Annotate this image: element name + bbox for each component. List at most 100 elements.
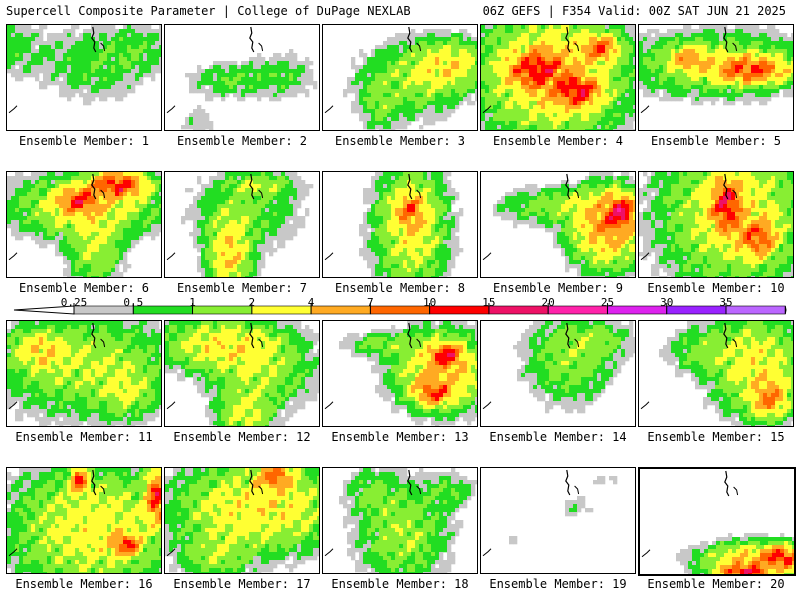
coastline-outline xyxy=(324,548,334,557)
lake-huron-outline xyxy=(416,485,422,495)
lake-michigan-outline xyxy=(407,469,413,496)
ensemble-map-16 xyxy=(6,467,162,574)
coastline-outline xyxy=(482,548,492,557)
ensemble-member-label: Ensemble Member: 9 xyxy=(492,281,624,295)
lake-huron-outline xyxy=(574,189,580,199)
ensemble-map-11 xyxy=(6,320,162,427)
scale-swatch-1 xyxy=(192,305,253,315)
scale-tick-label: 20 xyxy=(541,296,555,309)
coastline-outline xyxy=(166,252,176,261)
lake-michigan-outline xyxy=(723,173,729,200)
lake-huron-outline xyxy=(732,42,738,52)
coastline-outline xyxy=(8,252,18,261)
lake-huron-outline xyxy=(574,338,580,348)
scp-field-map xyxy=(165,321,319,426)
lake-michigan-outline xyxy=(565,173,571,200)
ensemble-member-label: Ensemble Member: 19 xyxy=(489,577,627,591)
scp-field-map xyxy=(639,25,793,114)
coastline-outline xyxy=(482,105,492,114)
scale-swatch-2 xyxy=(251,305,312,315)
ensemble-member-label: Ensemble Member: 7 xyxy=(176,281,308,295)
scale-tick-label: 7 xyxy=(367,296,374,309)
scp-field-map xyxy=(482,469,618,557)
scale-swatch-30 xyxy=(666,305,727,315)
scale-swatch-15 xyxy=(488,305,549,315)
lake-huron-outline xyxy=(100,42,106,52)
color-scale-bar xyxy=(13,303,787,315)
scale-tick-label: 15 xyxy=(482,296,496,309)
ensemble-map-9 xyxy=(480,171,636,278)
lake-huron-outline xyxy=(258,338,264,348)
ensemble-map-8 xyxy=(322,171,478,278)
lake-huron-outline xyxy=(732,189,738,199)
ensemble-map-5 xyxy=(638,24,794,131)
scp-field-map xyxy=(7,468,161,573)
scp-field-map xyxy=(7,172,161,277)
ensemble-map-4 xyxy=(480,24,636,131)
ensemble-member-label: Ensemble Member: 13 xyxy=(331,430,469,444)
scp-field-map xyxy=(7,321,161,426)
scale-swatch-4 xyxy=(310,305,371,315)
lake-huron-outline xyxy=(574,42,580,52)
coastline-outline xyxy=(641,549,651,558)
scp-field-map xyxy=(639,172,793,277)
ensemble-map-19 xyxy=(480,467,636,574)
lake-michigan-outline xyxy=(565,322,571,349)
lake-huron-outline xyxy=(100,189,106,199)
ensemble-map-1 xyxy=(6,24,162,131)
ensemble-member-label: Ensemble Member: 3 xyxy=(334,134,466,148)
scale-tick-label: 30 xyxy=(660,296,674,309)
ensemble-member-label: Ensemble Member: 20 xyxy=(647,577,785,591)
ensemble-map-3 xyxy=(322,24,478,131)
scale-tick-label: 25 xyxy=(600,296,615,309)
scp-field-map xyxy=(482,172,635,277)
scp-field-map xyxy=(482,321,635,414)
scp-field-map xyxy=(165,468,319,573)
scp-field-map xyxy=(166,26,318,130)
ensemble-member-label: Ensemble Member: 16 xyxy=(15,577,153,591)
scale-tick-label: 4 xyxy=(307,296,315,309)
coastline-outline xyxy=(166,548,176,557)
lake-huron-outline xyxy=(416,189,422,199)
scp-field-map xyxy=(324,468,477,573)
scale-swatch-7 xyxy=(370,305,430,315)
lake-michigan-outline xyxy=(723,26,729,53)
coastline-outline xyxy=(482,401,492,410)
ensemble-map-17 xyxy=(164,467,320,574)
lake-huron-outline xyxy=(258,485,264,495)
ensemble-map-14 xyxy=(480,320,636,427)
scale-swatch-10 xyxy=(429,305,490,315)
scp-field-map xyxy=(640,321,793,426)
coastline-outline xyxy=(482,252,492,261)
ensemble-map-7 xyxy=(164,171,320,278)
scale-swatch-20 xyxy=(547,305,608,315)
ensemble-member-label: Ensemble Member: 18 xyxy=(331,577,469,591)
lake-michigan-outline xyxy=(249,469,255,496)
ensemble-map-10 xyxy=(638,171,794,278)
lake-michigan-outline xyxy=(724,470,730,497)
coastline-outline xyxy=(324,252,334,261)
lake-michigan-outline xyxy=(407,26,413,53)
lake-huron-outline xyxy=(574,485,580,495)
lake-michigan-outline xyxy=(91,26,97,53)
scale-swatch-25 xyxy=(607,305,668,315)
ensemble-member-label: Ensemble Member: 14 xyxy=(489,430,627,444)
scale-high-end xyxy=(784,305,787,315)
scale-tick-label: 1 xyxy=(189,296,196,309)
ensemble-map-15 xyxy=(638,320,794,427)
lake-michigan-outline xyxy=(565,469,571,496)
coastline-outline xyxy=(324,401,334,410)
lake-michigan-outline xyxy=(723,322,729,349)
ensemble-map-12 xyxy=(164,320,320,427)
ensemble-map-6 xyxy=(6,171,162,278)
coastline-outline xyxy=(640,252,650,261)
ensemble-member-label: Ensemble Member: 12 xyxy=(173,430,311,444)
ensemble-member-label: Ensemble Member: 1 xyxy=(18,134,150,148)
scale-tick-label: 0.5 xyxy=(123,296,144,309)
ensemble-map-20 xyxy=(638,467,796,576)
lake-michigan-outline xyxy=(407,322,413,349)
lake-michigan-outline xyxy=(249,26,255,53)
lake-michigan-outline xyxy=(91,173,97,200)
ensemble-member-label: Ensemble Member: 4 xyxy=(492,134,624,148)
scale-tick-label: 10 xyxy=(423,296,437,309)
